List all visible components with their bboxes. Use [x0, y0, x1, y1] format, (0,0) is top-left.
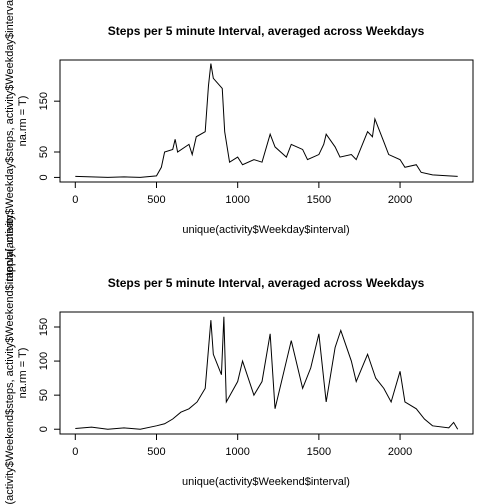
y-axis-label: tapply(activity$Weekday$steps, activity$…: [4, 0, 16, 281]
x-tick-label: 1000: [225, 446, 249, 458]
y-axis-label: tapply(activity$Weekend$steps, activity$…: [4, 212, 16, 504]
x-tick-label: 2000: [388, 446, 412, 458]
chart-title: Steps per 5 minute Interval, averaged ac…: [108, 276, 425, 290]
y-tick-label: 150: [38, 318, 50, 336]
line: [75, 316, 459, 430]
x-axis-label: unique(activity$Weekday$interval): [182, 224, 349, 236]
y-tick-label: 0: [38, 426, 50, 432]
x-tick-label: 1500: [307, 194, 331, 206]
plot-box: [59, 311, 474, 435]
y-tick-label: 0: [38, 174, 50, 180]
x-tick-label: 0: [72, 194, 78, 206]
y-tick-label: 50: [38, 146, 50, 158]
x-tick-label: 2000: [388, 194, 412, 206]
x-tick-label: 1500: [307, 446, 331, 458]
x-tick-label: 1000: [225, 194, 249, 206]
x-tick-label: 500: [147, 194, 165, 206]
y-tick-label: 100: [38, 352, 50, 370]
y-tick-label: 150: [38, 92, 50, 110]
x-tick-label: 0: [72, 446, 78, 458]
plot-box: [59, 59, 474, 183]
x-axis-label: unique(activity$Weekend$interval): [182, 476, 350, 488]
x-tick-label: 500: [147, 446, 165, 458]
y-tick-label: 50: [38, 389, 50, 401]
chart-title: Steps per 5 minute Interval, averaged ac…: [108, 24, 425, 38]
y-axis-label: na.rm = T): [17, 96, 29, 147]
y-axis-label: na.rm = T): [17, 348, 29, 399]
line: [75, 63, 458, 178]
